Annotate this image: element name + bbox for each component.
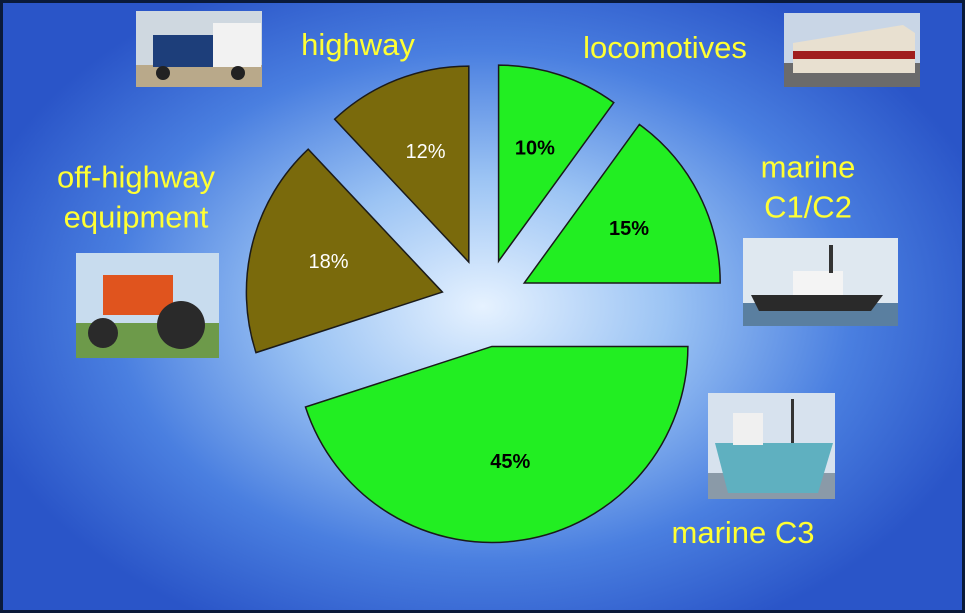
pie-slice <box>245 148 444 354</box>
pie-slice <box>497 64 615 264</box>
value-label: 12% <box>405 141 445 163</box>
pie-slice <box>522 123 721 284</box>
category-label: locomotives <box>583 29 747 65</box>
category-label: highway <box>301 26 415 62</box>
value-label: 45% <box>490 451 530 473</box>
pie-slice <box>333 65 470 264</box>
pie-slice <box>304 345 689 544</box>
photo-truck <box>136 11 262 87</box>
photo-ship <box>708 393 835 499</box>
category-label: marine C3 <box>671 514 815 550</box>
category-label: off-highway equipment <box>57 159 215 235</box>
value-label: 18% <box>308 251 348 273</box>
category-label: marine C1/C2 <box>760 149 856 225</box>
photo-locomotive <box>784 13 920 87</box>
photo-tugboat <box>743 238 898 326</box>
chart: 10% 15% 45% 18% 12% <box>76 11 920 544</box>
photo-tractor <box>76 253 219 358</box>
value-label: 15% <box>609 218 649 240</box>
value-label: 10% <box>515 138 555 160</box>
